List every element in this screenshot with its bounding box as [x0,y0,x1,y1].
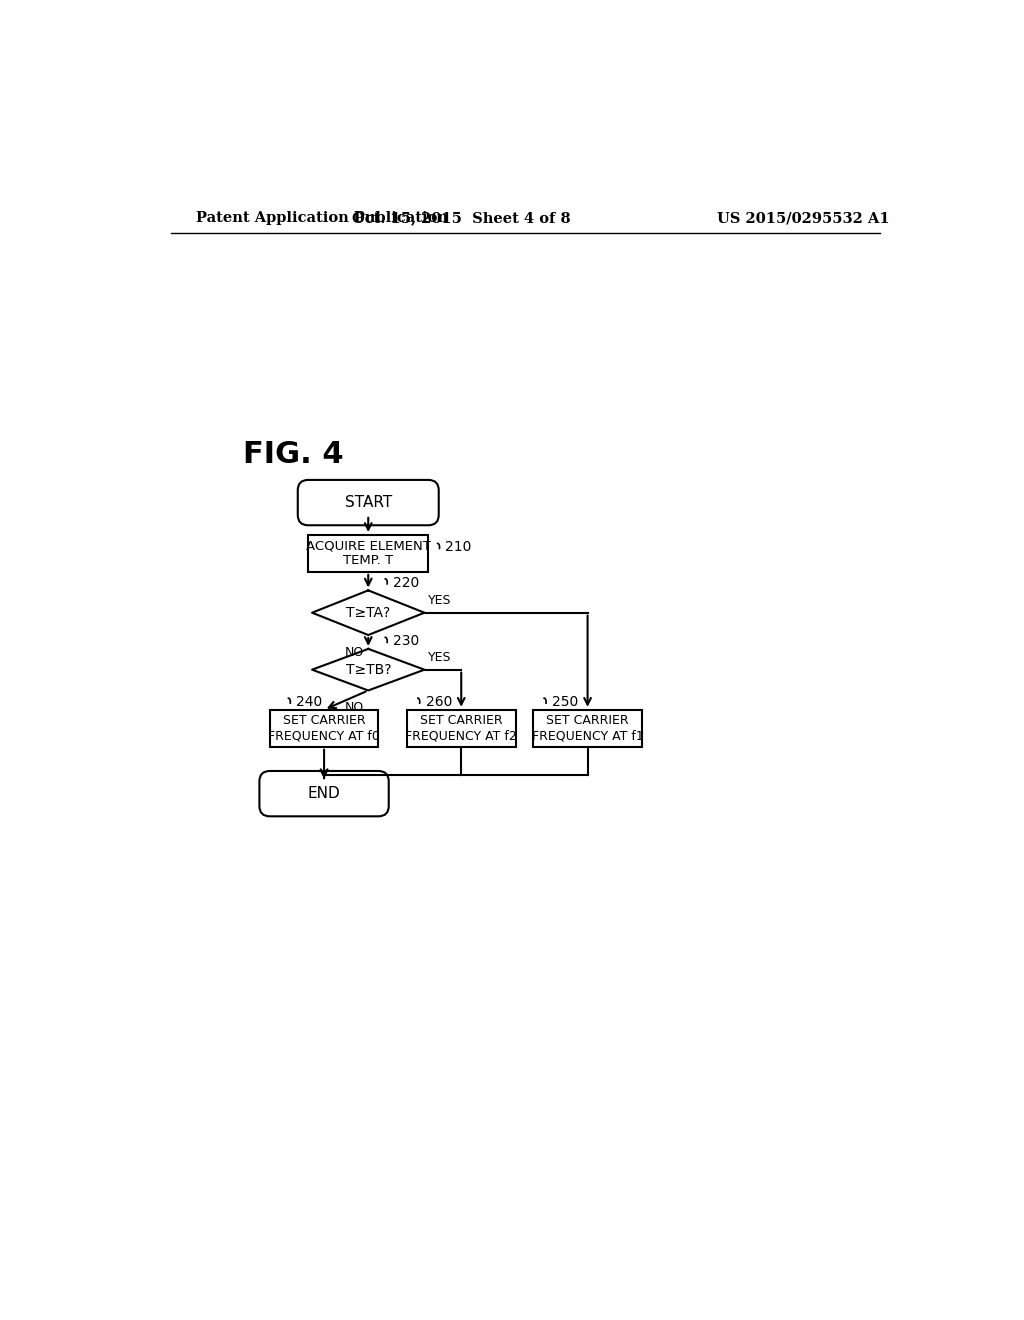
Polygon shape [312,590,424,635]
Text: 210: 210 [445,540,472,554]
Text: Oct. 15, 2015  Sheet 4 of 8: Oct. 15, 2015 Sheet 4 of 8 [352,211,570,226]
Text: START: START [345,495,392,510]
FancyBboxPatch shape [298,480,438,525]
Text: NO: NO [345,701,365,714]
Text: FIG. 4: FIG. 4 [243,441,343,470]
Text: 220: 220 [393,576,419,590]
Text: SET CARRIER
FREQUENCY AT f1: SET CARRIER FREQUENCY AT f1 [531,714,643,742]
Bar [308,535,428,572]
Bar [407,710,515,747]
Bar [534,710,642,747]
Text: END: END [307,787,340,801]
Text: 250: 250 [552,696,579,709]
Bar [270,710,378,747]
Text: 260: 260 [426,696,452,709]
Text: YES: YES [428,651,451,664]
Text: T≥TA?: T≥TA? [346,606,390,619]
Text: SET CARRIER
FREQUENCY AT f0: SET CARRIER FREQUENCY AT f0 [268,714,380,742]
FancyBboxPatch shape [259,771,389,816]
Polygon shape [312,649,424,690]
Text: Patent Application Publication: Patent Application Publication [197,211,449,226]
Text: YES: YES [428,594,451,607]
Text: 240: 240 [296,696,323,709]
Text: ACQUIRE ELEMENT
TEMP. T: ACQUIRE ELEMENT TEMP. T [306,540,431,568]
Text: NO: NO [345,645,365,659]
Text: T≥TB?: T≥TB? [345,663,391,677]
Text: 230: 230 [393,634,419,648]
Text: US 2015/0295532 A1: US 2015/0295532 A1 [717,211,890,226]
Text: SET CARRIER
FREQUENCY AT f2: SET CARRIER FREQUENCY AT f2 [406,714,517,742]
